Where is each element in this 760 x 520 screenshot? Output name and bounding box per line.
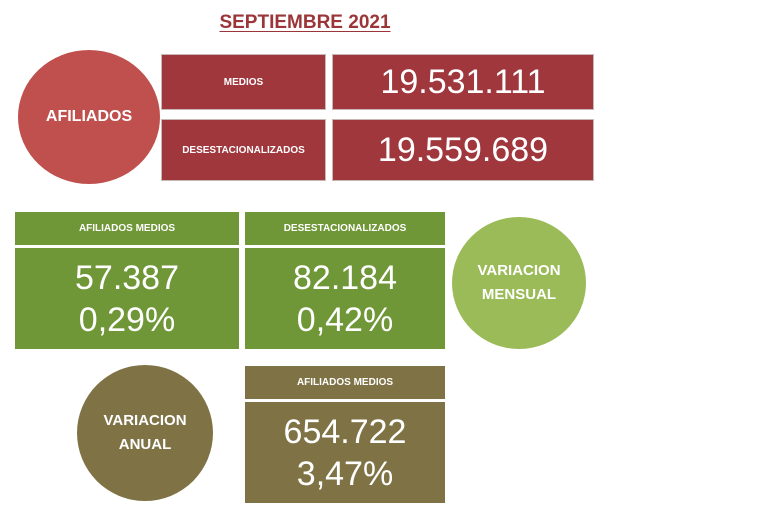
anual-afiliados-medios-header: AFILIADOS MEDIOS [245,366,445,399]
mensual-desestacionalizados-box: 82.184 0,42% [245,248,445,349]
afiliados-circle: AFILIADOS [18,50,160,184]
page-title: SEPTIEMBRE 2021 [219,12,391,33]
mensual-desestacionalizados-header-label: DESESTACIONALIZADOS [283,223,407,234]
variacion-mensual-circle: VARIACION MENSUAL [452,217,586,349]
mensual-desestacionalizados-value: 82.184 [293,258,397,297]
medios-label-box: MEDIOS [161,54,326,110]
variacion-anual-circle-label: VARIACION ANUAL [103,412,187,453]
mensual-desestacionalizados-percent: 0,42% [296,300,394,339]
mensual-afiliados-medios-percent: 0,29% [78,300,176,339]
afiliados-circle-label: AFILIADOS [45,108,133,125]
variacion-mensual-circle-label: VARIACION MENSUAL [477,262,561,303]
desestacionalizados-value-box: 19.559.689 [332,119,594,181]
desestacionalizados-label: DESESTACIONALIZADOS [182,144,305,156]
desestacionalizados-value: 19.559.689 [377,130,549,169]
mensual-afiliados-medios-box: 57.387 0,29% [15,248,239,349]
mensual-afiliados-medios-header-label: AFILIADOS MEDIOS [78,223,176,234]
mensual-desestacionalizados-header: DESESTACIONALIZADOS [245,212,445,245]
anual-afiliados-medios-header-label: AFILIADOS MEDIOS [296,377,394,388]
medios-value-box: 19.531.111 [332,54,594,110]
medios-value: 19.531.111 [380,62,546,101]
anual-afiliados-medios-value: 654.722 [283,412,407,451]
mensual-afiliados-medios-header: AFILIADOS MEDIOS [15,212,239,245]
anual-afiliados-medios-percent: 3,47% [296,454,394,493]
variacion-anual-circle: VARIACION ANUAL [77,365,213,501]
anual-afiliados-medios-box: 654.722 3,47% [245,402,445,503]
desestacionalizados-label-box: DESESTACIONALIZADOS [161,119,326,181]
mensual-afiliados-medios-value: 57.387 [75,258,179,297]
medios-label: MEDIOS [223,76,264,88]
